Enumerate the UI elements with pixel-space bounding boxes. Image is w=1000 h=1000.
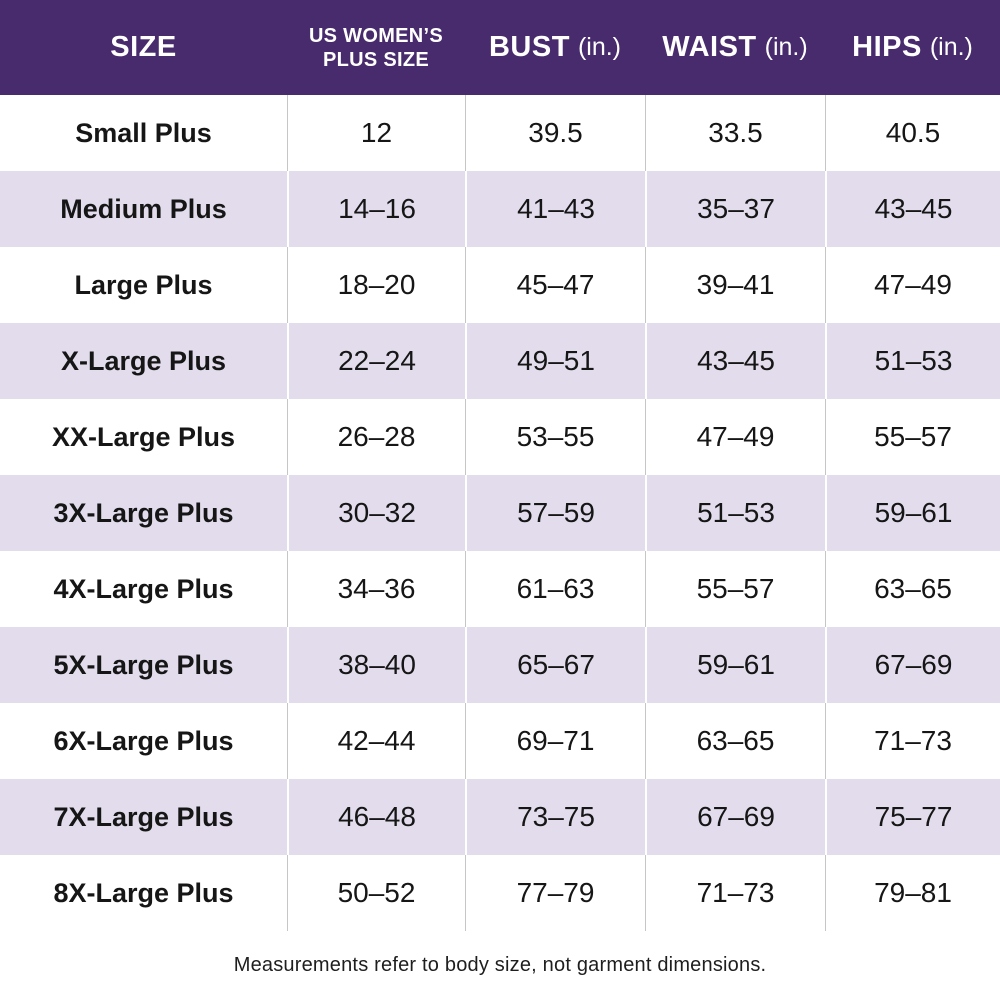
cell-bust: 53–55 (465, 399, 645, 475)
footnote-text: Measurements refer to body size, not gar… (233, 954, 767, 976)
header-us-plus-size: US WOMEN’S PLUS SIZE (287, 0, 465, 95)
cell-waist: 33.5 (645, 95, 825, 171)
table-header: SIZE US WOMEN’S PLUS SIZE BUST (in.) WAI… (0, 0, 1000, 95)
header-bust: BUST (in.) (465, 0, 645, 95)
cell-waist: 43–45 (645, 323, 825, 399)
cell-size: Small Plus (75, 117, 212, 148)
cell-hips: 79–81 (825, 855, 1000, 931)
cell-size: 3X-Large Plus (53, 497, 234, 528)
header-waist-unit: (in.) (764, 33, 808, 61)
cell-hips: 47–49 (825, 247, 1000, 323)
cell-hips: 43–45 (825, 171, 1000, 247)
header-bust-unit: (in.) (577, 33, 621, 61)
header-waist-label: WAIST (662, 31, 757, 63)
cell-hips: 67–69 (825, 627, 1000, 703)
cell-hips: 51–53 (825, 323, 1000, 399)
cell-us-plus-size: 30–32 (287, 475, 465, 551)
cell-bust: 69–71 (465, 703, 645, 779)
cell-us-plus-size: 34–36 (287, 551, 465, 627)
cell-bust: 49–51 (465, 323, 645, 399)
cell-us-plus-size: 22–24 (287, 323, 465, 399)
cell-waist: 59–61 (645, 627, 825, 703)
cell-bust: 45–47 (465, 247, 645, 323)
cell-bust: 65–67 (465, 627, 645, 703)
header-hips-label: HIPS (852, 31, 922, 63)
table-row: 8X-Large Plus 50–52 77–79 71–73 79–81 (0, 855, 1000, 931)
cell-bust: 73–75 (465, 779, 645, 855)
cell-waist: 39–41 (645, 247, 825, 323)
header-waist: WAIST (in.) (645, 0, 825, 95)
header-us-plus-line1: US WOMEN’S (308, 24, 444, 47)
cell-us-plus-size: 38–40 (287, 627, 465, 703)
cell-size: 5X-Large Plus (53, 649, 234, 680)
table-row: 4X-Large Plus 34–36 61–63 55–57 63–65 (0, 551, 1000, 627)
cell-hips: 55–57 (825, 399, 1000, 475)
cell-size: 8X-Large Plus (53, 877, 234, 908)
table-row: 6X-Large Plus 42–44 69–71 63–65 71–73 (0, 703, 1000, 779)
cell-size: Medium Plus (60, 193, 227, 224)
header-size: SIZE (0, 0, 287, 95)
cell-us-plus-size: 42–44 (287, 703, 465, 779)
cell-bust: 39.5 (465, 95, 645, 171)
header-bust-label: BUST (488, 31, 570, 63)
cell-hips: 59–61 (825, 475, 1000, 551)
cell-size: 7X-Large Plus (53, 801, 234, 832)
cell-size: 4X-Large Plus (53, 573, 234, 604)
cell-waist: 35–37 (645, 171, 825, 247)
table-row: Large Plus 18–20 45–47 39–41 47–49 (0, 247, 1000, 323)
cell-us-plus-size: 50–52 (287, 855, 465, 931)
cell-hips: 40.5 (825, 95, 1000, 171)
header-hips: HIPS (in.) (825, 0, 1000, 95)
cell-bust: 77–79 (465, 855, 645, 931)
table-row: X-Large Plus 22–24 49–51 43–45 51–53 (0, 323, 1000, 399)
cell-hips: 71–73 (825, 703, 1000, 779)
table-row: 5X-Large Plus 38–40 65–67 59–61 67–69 (0, 627, 1000, 703)
cell-waist: 63–65 (645, 703, 825, 779)
cell-us-plus-size: 26–28 (287, 399, 465, 475)
header-size-label: SIZE (110, 31, 177, 63)
table-row: Small Plus 12 39.5 33.5 40.5 (0, 95, 1000, 171)
table-row: Medium Plus 14–16 41–43 35–37 43–45 (0, 171, 1000, 247)
cell-bust: 61–63 (465, 551, 645, 627)
table-row: XX-Large Plus 26–28 53–55 47–49 55–57 (0, 399, 1000, 475)
header-us-plus-line2: PLUS SIZE (322, 48, 430, 71)
cell-us-plus-size: 46–48 (287, 779, 465, 855)
cell-us-plus-size: 12 (287, 95, 465, 171)
table-body: Small Plus 12 39.5 33.5 40.5 Medium Plus… (0, 95, 1000, 931)
cell-size: Large Plus (74, 269, 213, 300)
table-row: 7X-Large Plus 46–48 73–75 67–69 75–77 (0, 779, 1000, 855)
cell-bust: 41–43 (465, 171, 645, 247)
cell-size: X-Large Plus (60, 345, 227, 376)
cell-hips: 75–77 (825, 779, 1000, 855)
header-hips-unit: (in.) (929, 33, 973, 61)
cell-size: XX-Large Plus (51, 421, 236, 452)
cell-hips: 63–65 (825, 551, 1000, 627)
cell-waist: 67–69 (645, 779, 825, 855)
cell-us-plus-size: 18–20 (287, 247, 465, 323)
cell-us-plus-size: 14–16 (287, 171, 465, 247)
cell-waist: 55–57 (645, 551, 825, 627)
footer: Measurements refer to body size, not gar… (0, 931, 1000, 1000)
table-row: 3X-Large Plus 30–32 57–59 51–53 59–61 (0, 475, 1000, 551)
cell-waist: 51–53 (645, 475, 825, 551)
cell-waist: 71–73 (645, 855, 825, 931)
cell-size: 6X-Large Plus (53, 725, 234, 756)
cell-bust: 57–59 (465, 475, 645, 551)
cell-waist: 47–49 (645, 399, 825, 475)
